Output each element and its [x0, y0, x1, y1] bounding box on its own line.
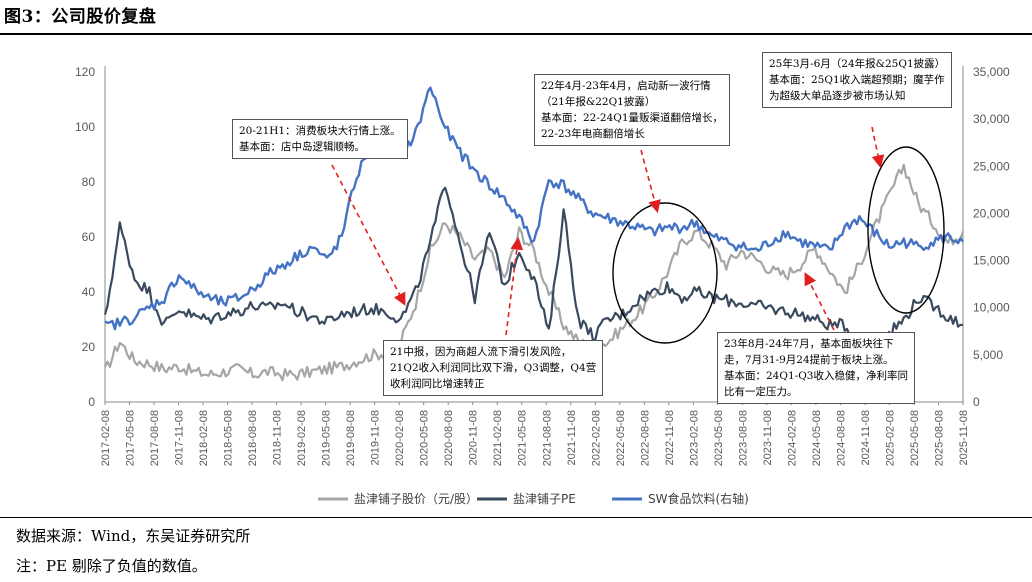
legend: 盐津铺子股价（元/股） 盐津铺子PE SW食品饮料(右轴) — [318, 491, 749, 506]
x-tick-label: 2018-11-08 — [272, 410, 284, 465]
annotation-arrows — [331, 126, 885, 339]
y-left-tick-label: 100 — [75, 120, 95, 134]
x-tick-label: 2025-05-08 — [909, 410, 921, 466]
x-tick-label: 2017-08-08 — [149, 410, 161, 466]
x-tick-label: 2025-02-08 — [884, 410, 896, 466]
y-right-tick-label: 25,000 — [973, 159, 1010, 173]
arrow-2020 — [331, 164, 406, 306]
y-right-tick-label: 10,000 — [973, 301, 1010, 315]
x-tick-labels: 2017-02-08 2017-05-08 2017-08-08 2017-11-08… — [100, 402, 970, 466]
x-tick-label: 2017-11-08 — [174, 410, 186, 465]
x-tick-label: 2022-05-08 — [615, 410, 627, 466]
y-left-tick-label: 60 — [82, 230, 96, 244]
data-source: 数据来源：Wind，东吴证券研究所 — [16, 527, 251, 545]
price-line — [104, 163, 965, 382]
x-tick-label: 2018-02-08 — [198, 410, 210, 466]
x-tick-label: 2019-08-08 — [345, 410, 357, 466]
x-tick-label: 2024-11-08 — [860, 410, 872, 465]
x-tick-label: 2021-08-08 — [541, 410, 553, 466]
x-tick-label: 2023-08-08 — [737, 410, 749, 466]
top-rule — [0, 33, 1032, 35]
y-right-tick-label: 15,000 — [973, 254, 1010, 268]
stock-chart: 0 20 40 60 80 100 120 0 5,000 10,000 15,000 20,000 2… — [75, 65, 1010, 506]
arrow-2021 — [505, 236, 524, 336]
pe-line — [103, 186, 964, 348]
x-tick-label: 2019-05-08 — [321, 410, 333, 466]
index-line — [104, 86, 964, 331]
x-tick-label: 2021-11-08 — [566, 410, 578, 465]
arrow-2022 — [640, 149, 661, 214]
y-left-tick-label: 80 — [82, 175, 96, 189]
figure-title: 图3：公司股价复盘 — [4, 7, 157, 27]
x-tick-label: 2022-02-08 — [590, 410, 602, 466]
y-right-tick-label: 0 — [973, 395, 980, 409]
y-right-tick-label: 30,000 — [973, 112, 1010, 126]
x-tick-label: 2020-08-08 — [443, 410, 455, 466]
x-tick-label: 2020-05-08 — [419, 410, 431, 466]
x-tick-label: 2024-02-08 — [786, 410, 798, 466]
annotation-2020-rally: 20-21H1：消费板块大行情上涨。 基本面：店中岛逻辑顺畅。 — [232, 119, 408, 159]
y-left-tick-label: 20 — [82, 340, 96, 354]
x-tick-label: 2023-05-08 — [713, 410, 725, 466]
y-left-tick-label: 40 — [82, 285, 96, 299]
y-right-tick-label: 20,000 — [973, 206, 1010, 220]
y-right-tick-label: 5,000 — [973, 348, 1003, 362]
arrow-2025 — [871, 126, 885, 169]
circle-2025 — [867, 146, 945, 314]
x-tick-label: 2020-11-08 — [468, 410, 480, 465]
x-tick-label: 2025-08-08 — [933, 410, 945, 466]
x-tick-label: 2024-05-08 — [811, 410, 823, 466]
x-tick-label: 2022-08-08 — [639, 410, 651, 466]
arrow-2024 — [804, 272, 839, 339]
x-tick-label: 2025-11-08 — [958, 410, 970, 465]
x-tick-label: 2021-02-08 — [492, 410, 504, 466]
highlight-circles — [612, 146, 945, 344]
circle-2022 — [612, 202, 718, 344]
legend-item-pe: 盐津铺子PE — [513, 492, 576, 506]
x-tick-label: 2020-02-08 — [394, 410, 406, 466]
legend-item-price: 盐津铺子股价（元/股） — [354, 492, 478, 506]
x-tick-label: 2019-02-08 — [296, 410, 308, 466]
footnote: 注：PE 剔除了负值的数值。 — [16, 557, 207, 575]
x-tick-label: 2019-11-08 — [370, 410, 382, 465]
bottom-rule — [0, 517, 1032, 518]
x-tick-label: 2023-02-08 — [688, 410, 700, 466]
y-left-tick-label: 120 — [75, 65, 95, 79]
x-tick-label: 2018-05-08 — [223, 410, 235, 466]
axes: 0 20 40 60 80 100 120 0 5,000 10,000 15,000 20,000 2… — [75, 65, 1010, 409]
y-left-tick-label: 0 — [88, 395, 95, 409]
annotation-2021-interim: 21中报，因为商超人流下滑引发风险， 21Q2收入利润同比双下滑，Q3调整，Q4… — [383, 340, 604, 396]
x-tick-label: 2023-11-08 — [762, 410, 774, 465]
legend-item-index: SW食品饮料(右轴) — [648, 491, 749, 506]
series-lines — [103, 86, 965, 382]
annotation-2023-2024: 23年8月-24年7月，基本面板块往下 走，7月31-9月24提前于板块上涨。 … — [717, 332, 915, 404]
y-right-tick-label: 35,000 — [973, 65, 1010, 79]
annotation-2022-rally: 22年4月-23年4月，启动新一波行情 （21年报&22Q1披露） 基本面：22… — [534, 74, 731, 146]
x-tick-label: 2024-08-08 — [835, 410, 847, 466]
annotation-2025-rally: 25年3月-6月（24年报&25Q1披露） 基本面：25Q1收入端超预期；魔芋作… — [762, 52, 953, 108]
x-tick-label: 2021-05-08 — [517, 410, 529, 466]
x-tick-label: 2017-05-08 — [125, 410, 137, 466]
x-tick-label: 2022-11-08 — [664, 410, 676, 465]
x-tick-label: 2018-08-08 — [247, 410, 259, 466]
x-tick-label: 2017-02-08 — [100, 410, 112, 466]
